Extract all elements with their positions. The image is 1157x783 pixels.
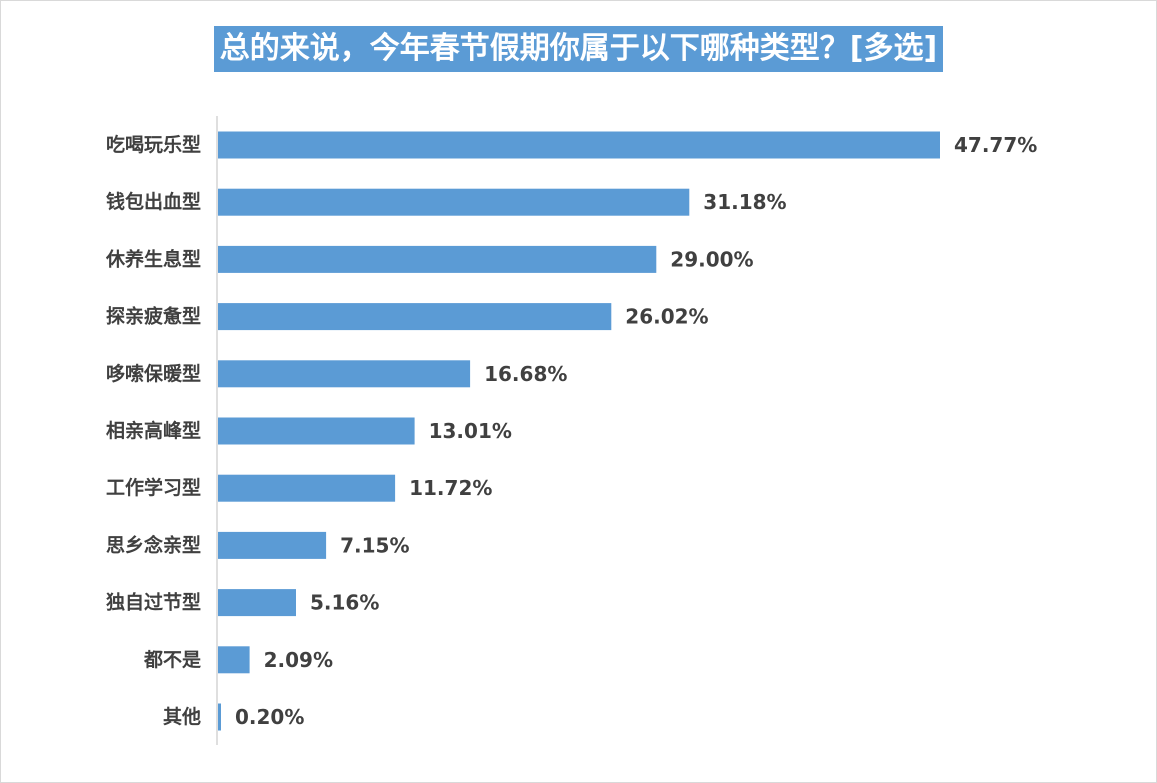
bar [218, 703, 221, 731]
category-label: 独自过节型 [106, 591, 201, 614]
data-label: 31.18% [703, 190, 786, 214]
chart-title: 总的来说，今年春节假期你属于以下哪种类型？[多选] [213, 26, 944, 72]
data-label: 47.77% [954, 133, 1037, 157]
data-label: 0.20% [235, 705, 304, 729]
bar [218, 474, 396, 502]
category-label: 哆嗦保暖型 [106, 362, 201, 385]
category-label: 工作学习型 [106, 476, 201, 499]
bar [218, 303, 612, 331]
data-label: 29.00% [670, 247, 753, 271]
bar [218, 531, 327, 559]
category-label: 休养生息型 [105, 247, 201, 270]
data-label: 2.09% [264, 648, 333, 672]
category-label: 钱包出血型 [106, 190, 201, 213]
data-label: 13.01% [429, 419, 512, 443]
bar [218, 131, 940, 159]
bar [218, 646, 250, 674]
bar [218, 589, 296, 617]
data-label: 26.02% [625, 305, 708, 329]
data-label: 7.15% [340, 533, 409, 557]
bar [218, 360, 471, 388]
chart-title-container: 总的来说，今年春节假期你属于以下哪种类型？[多选] [0, 26, 1157, 72]
category-label: 探亲疲惫型 [106, 305, 201, 328]
bar [218, 417, 415, 445]
category-label: 思乡念亲型 [106, 533, 201, 556]
bar [218, 188, 690, 216]
data-label: 11.72% [409, 476, 492, 500]
category-label: 其他 [163, 705, 201, 728]
category-label: 相亲高峰型 [106, 419, 201, 442]
data-label: 5.16% [310, 591, 379, 615]
category-label: 都不是 [143, 649, 201, 671]
bars-layer: 吃喝玩乐型 47.77% 钱包出血型 31.18% 休养生息型 29.00% 探亲疲惫型 26… [105, 131, 1037, 731]
data-label: 16.68% [484, 362, 567, 386]
bar [218, 245, 657, 273]
category-label: 吃喝玩乐型 [106, 133, 201, 156]
